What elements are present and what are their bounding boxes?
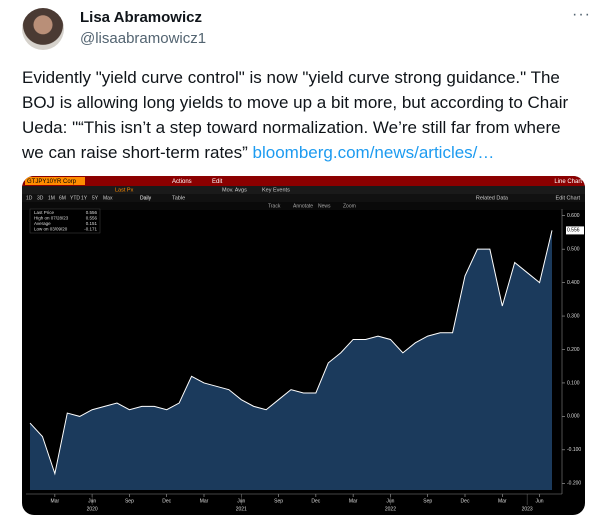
header-bar: [22, 176, 585, 186]
legend-label: Last Price: [34, 210, 55, 215]
tweet-text: we can raise short-term rates”: [22, 143, 248, 162]
tool-button: Track: [268, 203, 281, 209]
y-tick-label: 0.600: [567, 213, 580, 219]
tweet-text: Ueda: "“This isn’t a step toward normali…: [22, 118, 561, 137]
y-tick-label: 0.200: [567, 347, 580, 353]
range-button[interactable]: YTD: [70, 195, 80, 201]
area: [30, 230, 552, 490]
legend-value: -0.171: [84, 227, 97, 232]
actions-menu[interactable]: Actions: [172, 179, 192, 185]
year-label: 2022: [385, 506, 396, 512]
legend-box: [29, 208, 101, 234]
y-tick-label: 0.300: [567, 313, 580, 319]
y-tick-label: 0.100: [567, 380, 580, 386]
freq-button: Daily: [140, 195, 152, 201]
x-tick-label: Dec: [311, 498, 320, 504]
legend-label: Low on 03/09/20: [34, 227, 68, 232]
tweet-text: BOJ is allowing long yields to move up a…: [22, 93, 569, 112]
mode-label: Line Chart: [554, 179, 582, 185]
tool-button: News: [318, 203, 331, 209]
x-tick-label: Dec: [162, 498, 171, 504]
edit-chart[interactable]: Edit Chart: [556, 195, 581, 201]
toolbar-row: [22, 194, 585, 202]
legend-label: Average: [34, 221, 51, 226]
x-tick-label: Mar: [349, 498, 358, 504]
link[interactable]: bloomberg.com/news/articles/…: [252, 143, 495, 162]
legend-value: 0.556: [86, 210, 98, 215]
events-label[interactable]: Key Events: [262, 187, 290, 193]
legend-label: High on 07/28/23: [34, 216, 69, 221]
toolbar-row: [22, 202, 585, 210]
year-label: 2020: [87, 506, 98, 512]
y-tick-label: -0.200: [567, 481, 581, 487]
related-data[interactable]: Related Data: [476, 195, 509, 201]
range-button[interactable]: 3D: [37, 195, 44, 201]
ticker-box: [25, 177, 85, 185]
avatar[interactable]: [22, 8, 64, 50]
range-button[interactable]: 6M: [59, 195, 66, 201]
range-button[interactable]: 5Y: [92, 195, 99, 201]
year-label: 2021: [236, 506, 247, 512]
legend-value: 0.556: [86, 216, 98, 221]
last-price-tag: 0.556: [567, 228, 580, 234]
ticker: GTJPY10YR Corp: [27, 179, 77, 185]
tweet-text-row: we can raise short-term rates” bloomberg…: [22, 143, 494, 163]
y-tick-label: -0.100: [567, 447, 581, 453]
y-tick-label: 0.000: [567, 414, 580, 420]
year-label: 2023: [522, 506, 533, 512]
range-button[interactable]: 1D: [26, 195, 33, 201]
legend-value: 0.151: [86, 221, 98, 226]
chart-group: GTJPY10YR Corp Actions Edit Line Chart L…: [22, 176, 585, 515]
x-tick-label: Mar: [51, 498, 60, 504]
field-label: Last Px: [115, 187, 134, 193]
table-button[interactable]: Table: [172, 195, 185, 201]
range-button[interactable]: 1M: [48, 195, 55, 201]
more-menu[interactable]: ···: [572, 6, 591, 23]
tweet-text: Evidently "yield curve control" is now "…: [22, 68, 560, 87]
x-tick-label: Sep: [125, 498, 134, 504]
x-tick-label: Dec: [461, 498, 470, 504]
tool-button: Zoom: [343, 203, 356, 209]
toolbar-row: [22, 186, 585, 194]
author-handle[interactable]: @lisaabramowicz1: [80, 30, 207, 47]
y-tick-label: 0.400: [567, 280, 580, 286]
studies-label[interactable]: Mov. Avgs: [222, 187, 247, 193]
range-button[interactable]: Max: [103, 195, 113, 201]
last-price-tag-bg: [566, 226, 584, 235]
author-name[interactable]: Lisa Abramowicz: [80, 9, 202, 26]
x-tick-label: Mar: [200, 498, 209, 504]
tool-button: Annotate: [293, 203, 313, 209]
x-tick-label: Sep: [274, 498, 283, 504]
x-tick-label: Jun: [536, 498, 544, 504]
x-tick-label: Mar: [498, 498, 507, 504]
x-tick-label: Sep: [423, 498, 432, 504]
line: [29, 230, 553, 476]
range-button[interactable]: 1Y: [81, 195, 88, 201]
y-tick-label: 0.500: [567, 246, 580, 252]
edit-menu[interactable]: Edit: [212, 179, 223, 185]
